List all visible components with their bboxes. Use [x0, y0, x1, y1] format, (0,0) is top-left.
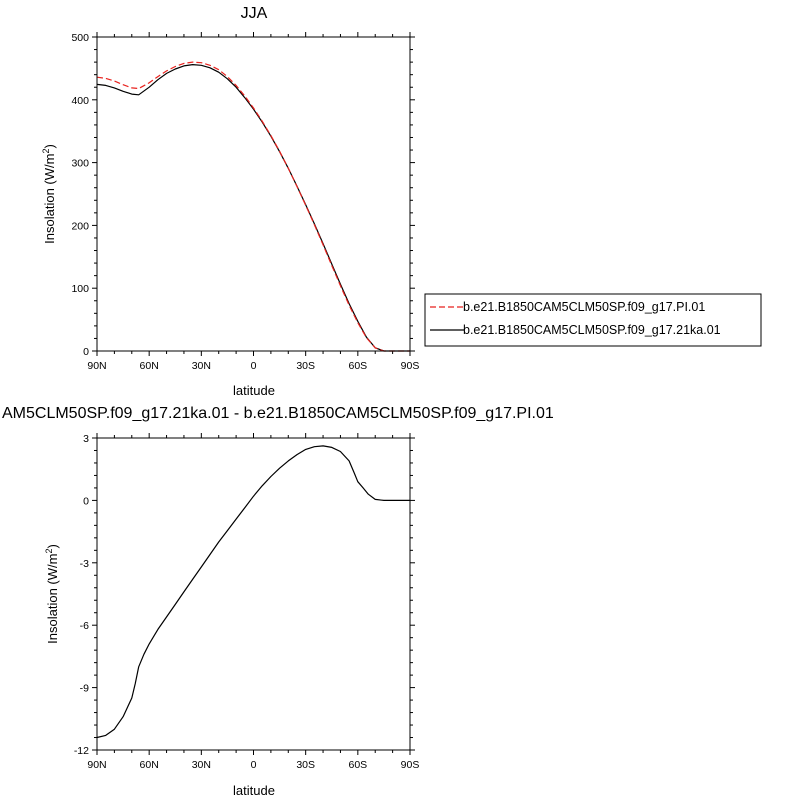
y-tick-label: -3	[80, 558, 89, 570]
top-chart-series	[96, 61, 410, 352]
y-tick-label: 3	[83, 433, 89, 445]
top-chart-title: JJA	[241, 5, 268, 22]
bottom-y-axis-label-sup: 2	[44, 549, 54, 554]
top-x-axis-label: latitude	[233, 383, 275, 398]
bottom-x-axis-label: latitude	[233, 783, 275, 798]
top-y-axis-label-sup: 2	[41, 149, 51, 154]
x-tick-label: 30N	[192, 759, 211, 771]
series-line-1	[96, 61, 410, 352]
bottom-chart-series	[96, 445, 410, 739]
bottom-y-axis-label-close: )	[45, 544, 60, 548]
legend-label-21ka: b.e21.B1850CAM5CLM50SP.f09_g17.21ka.01	[463, 323, 721, 337]
legend-label-pi: b.e21.B1850CAM5CLM50SP.f09_g17.PI.01	[463, 300, 705, 314]
legend-box	[424, 293, 762, 347]
bottom-chart-frame	[96, 437, 411, 751]
x-tick-label: 90N	[87, 360, 106, 372]
y-tick-label: 300	[71, 158, 89, 170]
series-line-0	[96, 63, 410, 352]
top-chart-ticks	[92, 32, 415, 356]
top-y-axis-label-main: Insolation (W/m	[42, 154, 57, 244]
bottom-y-tick-labels: -12 -9 -6 -3 0 3	[74, 433, 89, 757]
x-tick-label: 60S	[348, 360, 367, 372]
top-y-tick-labels: 0 100 200 300 400 500	[71, 32, 89, 358]
x-tick-label: 0	[251, 759, 257, 771]
top-x-tick-labels: 90N 60N 30N 0 30S 60S 90S	[87, 360, 419, 372]
y-tick-label: -12	[74, 745, 89, 757]
top-y-axis-label: Insolation (W/m2)	[41, 144, 57, 244]
x-tick-label: 60N	[140, 360, 159, 372]
y-tick-label: 0	[83, 346, 89, 358]
y-tick-label: 100	[71, 283, 89, 295]
top-chart: JJA 90N 60N 30N 0 30S 60S 90S 0 100 200 300 400 500…	[41, 5, 419, 398]
bottom-x-tick-labels: 90N 60N 30N 0 30S 60S 90S	[87, 759, 419, 771]
y-tick-label: 500	[71, 32, 89, 44]
x-tick-label: 90S	[401, 759, 420, 771]
x-tick-label: 60S	[348, 759, 367, 771]
bottom-chart: AM5CLM50SP.f09_g17.21ka.01 - b.e21.B1850…	[2, 405, 554, 798]
x-tick-label: 30S	[296, 759, 315, 771]
top-y-axis-label-close: )	[42, 144, 57, 148]
y-tick-label: 200	[71, 220, 89, 232]
x-tick-label: 0	[251, 360, 257, 372]
x-tick-label: 90S	[401, 360, 420, 372]
y-tick-label: -9	[80, 683, 89, 695]
x-tick-label: 60N	[140, 759, 159, 771]
bottom-chart-ticks	[92, 433, 415, 755]
y-tick-label: 400	[71, 95, 89, 107]
bottom-chart-title: AM5CLM50SP.f09_g17.21ka.01 - b.e21.B1850…	[2, 405, 554, 422]
x-tick-label: 90N	[87, 759, 106, 771]
series-line-0	[96, 445, 410, 739]
y-tick-label: 0	[83, 495, 89, 507]
top-chart-frame	[96, 36, 411, 352]
x-tick-label: 30N	[192, 360, 211, 372]
y-tick-label: -6	[80, 620, 89, 632]
x-tick-label: 30S	[296, 360, 315, 372]
bottom-y-axis-label-main: Insolation (W/m	[45, 554, 60, 644]
bottom-y-axis-label: Insolation (W/m2)	[44, 544, 60, 644]
legend: b.e21.B1850CAM5CLM50SP.f09_g17.PI.01 b.e…	[424, 293, 762, 347]
